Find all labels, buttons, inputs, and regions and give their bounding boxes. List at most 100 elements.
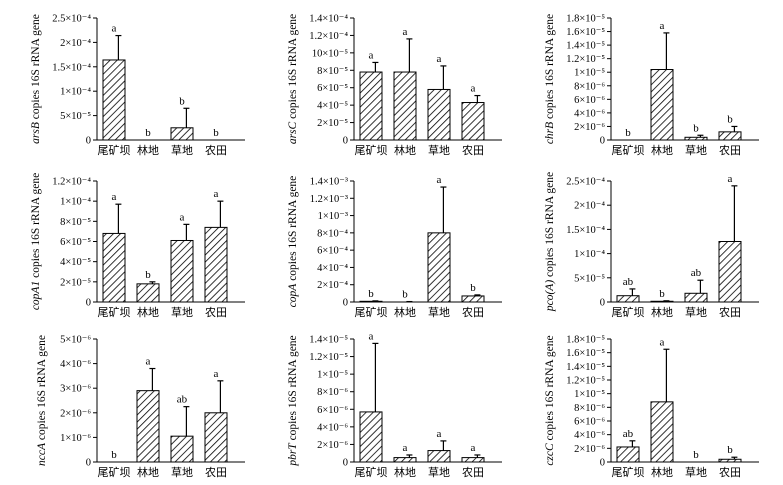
y-tick-label: 5×10⁻⁶	[60, 335, 91, 346]
significance-label: b	[213, 127, 219, 139]
significance-label: a	[437, 428, 442, 440]
y-tick-label: 2.5×10⁻⁴	[52, 14, 91, 25]
significance-label: a	[403, 26, 408, 38]
significance-label: a	[369, 330, 374, 342]
x-category-label: 尾矿坝	[612, 465, 645, 479]
y-tick-label: 1×10⁻⁵	[317, 370, 348, 381]
y-tick-label: 1×10⁻⁵	[574, 389, 605, 400]
x-category-label: 农田	[719, 465, 741, 479]
significance-label: a	[214, 188, 219, 200]
y-tick-label: 2×10⁻⁵	[60, 277, 91, 288]
bar-chart-1: 0 5×10⁻⁵ 1×10⁻⁴ 1.5×10⁻⁴ 2×10⁻⁴ 2.5×10⁻⁴ arsB …	[30, 14, 245, 157]
x-category-label: 林地	[137, 143, 159, 157]
x-category-label: 草地	[171, 144, 193, 157]
bar-chart-4: 0 2×10⁻⁵ 4×10⁻⁵ 6×10⁻⁵ 8×10⁻⁵ 1×10⁻⁴ 1.2×10⁻⁴ c…	[30, 173, 245, 319]
bar	[204, 412, 228, 463]
bar	[616, 446, 640, 463]
y-axis-title: chrB copies 16S rRNA gene	[544, 14, 556, 144]
y-tick-label: 8×10⁻⁶	[574, 81, 605, 92]
y-tick-label: 1.2×10⁻⁴	[52, 177, 91, 188]
y-tick-label: 6×10⁻⁶	[317, 405, 348, 416]
y-tick-label: 0	[343, 458, 348, 469]
x-category-label: 尾矿坝	[98, 465, 131, 479]
y-tick-label: 2×10⁻⁶	[317, 440, 348, 451]
bar-chart-8: 0 2×10⁻⁶ 4×10⁻⁶ 6×10⁻⁶ 8×10⁻⁶ 1×10⁻⁵ 1.2×10⁻⁵ 1…	[287, 330, 502, 479]
x-category-label: 草地	[685, 306, 707, 319]
y-axis-gene-name: arsB	[30, 122, 42, 144]
bar	[650, 401, 674, 463]
y-tick-label: 1×10⁻⁴	[60, 87, 91, 98]
x-category-label: 农田	[205, 465, 227, 479]
x-category-label: 尾矿坝	[355, 143, 388, 157]
significance-label: a	[180, 211, 185, 223]
y-axis-title-suffix: copies 16S rRNA gene	[287, 14, 299, 122]
significance-label: b	[727, 113, 733, 125]
bar	[616, 295, 640, 303]
y-tick-label: 1×10⁻³	[318, 211, 348, 222]
x-category-label: 林地	[651, 143, 673, 157]
y-tick-label: 2×10⁻⁴	[60, 38, 91, 49]
y-tick-label: 1.6×10⁻⁵	[566, 27, 605, 38]
y-tick-label: 1×10⁻⁶	[60, 433, 91, 444]
bar	[102, 59, 126, 141]
bar	[136, 283, 160, 303]
y-tick-label: 2×10⁻⁴	[317, 280, 348, 291]
y-tick-label: 8×10⁻⁶	[317, 387, 348, 398]
significance-label: b	[368, 288, 374, 300]
significance-label: a	[403, 442, 408, 454]
bar	[684, 136, 708, 141]
bar	[461, 295, 485, 303]
y-tick-label: 4×10⁻⁶	[60, 359, 91, 370]
x-category-label: 林地	[651, 465, 673, 479]
bar	[359, 411, 383, 463]
significance-label: b	[402, 289, 408, 301]
y-tick-label: 8×10⁻⁵	[60, 217, 91, 228]
y-axis-title: arsB copies 16S rRNA gene	[30, 14, 42, 144]
y-tick-label: 0	[86, 136, 91, 147]
y-axis-title-suffix: copies 16S rRNA gene	[287, 335, 299, 443]
x-category-label: 草地	[685, 466, 707, 479]
x-category-label: 尾矿坝	[612, 143, 645, 157]
x-category-label: 林地	[137, 305, 159, 319]
x-category-label: 尾矿坝	[612, 305, 645, 319]
y-axis-title: pbrT copies 16S rRNA gene	[287, 335, 299, 466]
x-category-label: 农田	[719, 305, 741, 319]
significance-label: ab	[177, 394, 188, 406]
significance-label: a	[437, 174, 442, 186]
bar	[359, 71, 383, 141]
y-tick-label: 3×10⁻⁶	[60, 384, 91, 395]
y-tick-label: 2.5×10⁻⁴	[566, 177, 605, 188]
bar-chart-6: 0 5×10⁻⁵ 1×10⁻⁴ 1.5×10⁻⁴ 2×10⁻⁴ 2.5×10⁻⁴ pco(A…	[544, 172, 759, 319]
y-axis-title-suffix: copies 16S rRNA gene	[36, 335, 48, 443]
x-category-label: 草地	[428, 466, 450, 479]
bar	[170, 127, 194, 141]
x-category-label: 草地	[685, 144, 707, 157]
y-axis-title-suffix: copies 16S rRNA gene	[544, 172, 556, 280]
y-tick-label: 4×10⁻⁴	[317, 263, 348, 274]
x-category-label: 农田	[205, 305, 227, 319]
y-axis-title: pco(A) copies 16S rRNA gene	[544, 172, 556, 312]
bar	[359, 300, 383, 303]
y-axis-gene-name: pbrT	[287, 442, 299, 467]
bar	[204, 226, 228, 303]
y-tick-label: 0	[600, 298, 605, 309]
y-tick-label: 2×10⁻⁴	[574, 201, 605, 212]
bar-chart-3: 0 2×10⁻⁶ 4×10⁻⁶ 6×10⁻⁶ 8×10⁻⁶ 1×10⁻⁵ 1.2×10⁻⁵ 1…	[544, 14, 759, 157]
significance-label: b	[693, 449, 699, 461]
y-tick-label: 1.4×10⁻⁵	[309, 335, 348, 346]
bar	[650, 69, 674, 141]
y-tick-label: 0	[343, 136, 348, 147]
y-axis-title-suffix: copies 16S rRNA gene	[287, 176, 299, 284]
significance-label: b	[145, 269, 151, 281]
y-tick-label: 5×10⁻⁵	[60, 111, 91, 122]
bar	[102, 232, 126, 303]
bar	[461, 102, 485, 141]
y-tick-label: 8×10⁻⁴	[317, 228, 348, 239]
y-tick-label: 1.4×10⁻⁴	[309, 14, 348, 25]
y-tick-label: 1.2×10⁻³	[310, 194, 348, 205]
bar	[393, 71, 417, 141]
x-category-label: 农田	[205, 143, 227, 157]
y-tick-label: 1.2×10⁻⁵	[566, 54, 605, 65]
significance-label: b	[659, 288, 665, 300]
